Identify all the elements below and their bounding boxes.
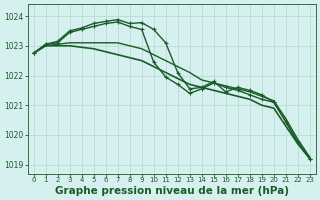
X-axis label: Graphe pression niveau de la mer (hPa): Graphe pression niveau de la mer (hPa) xyxy=(55,186,289,196)
